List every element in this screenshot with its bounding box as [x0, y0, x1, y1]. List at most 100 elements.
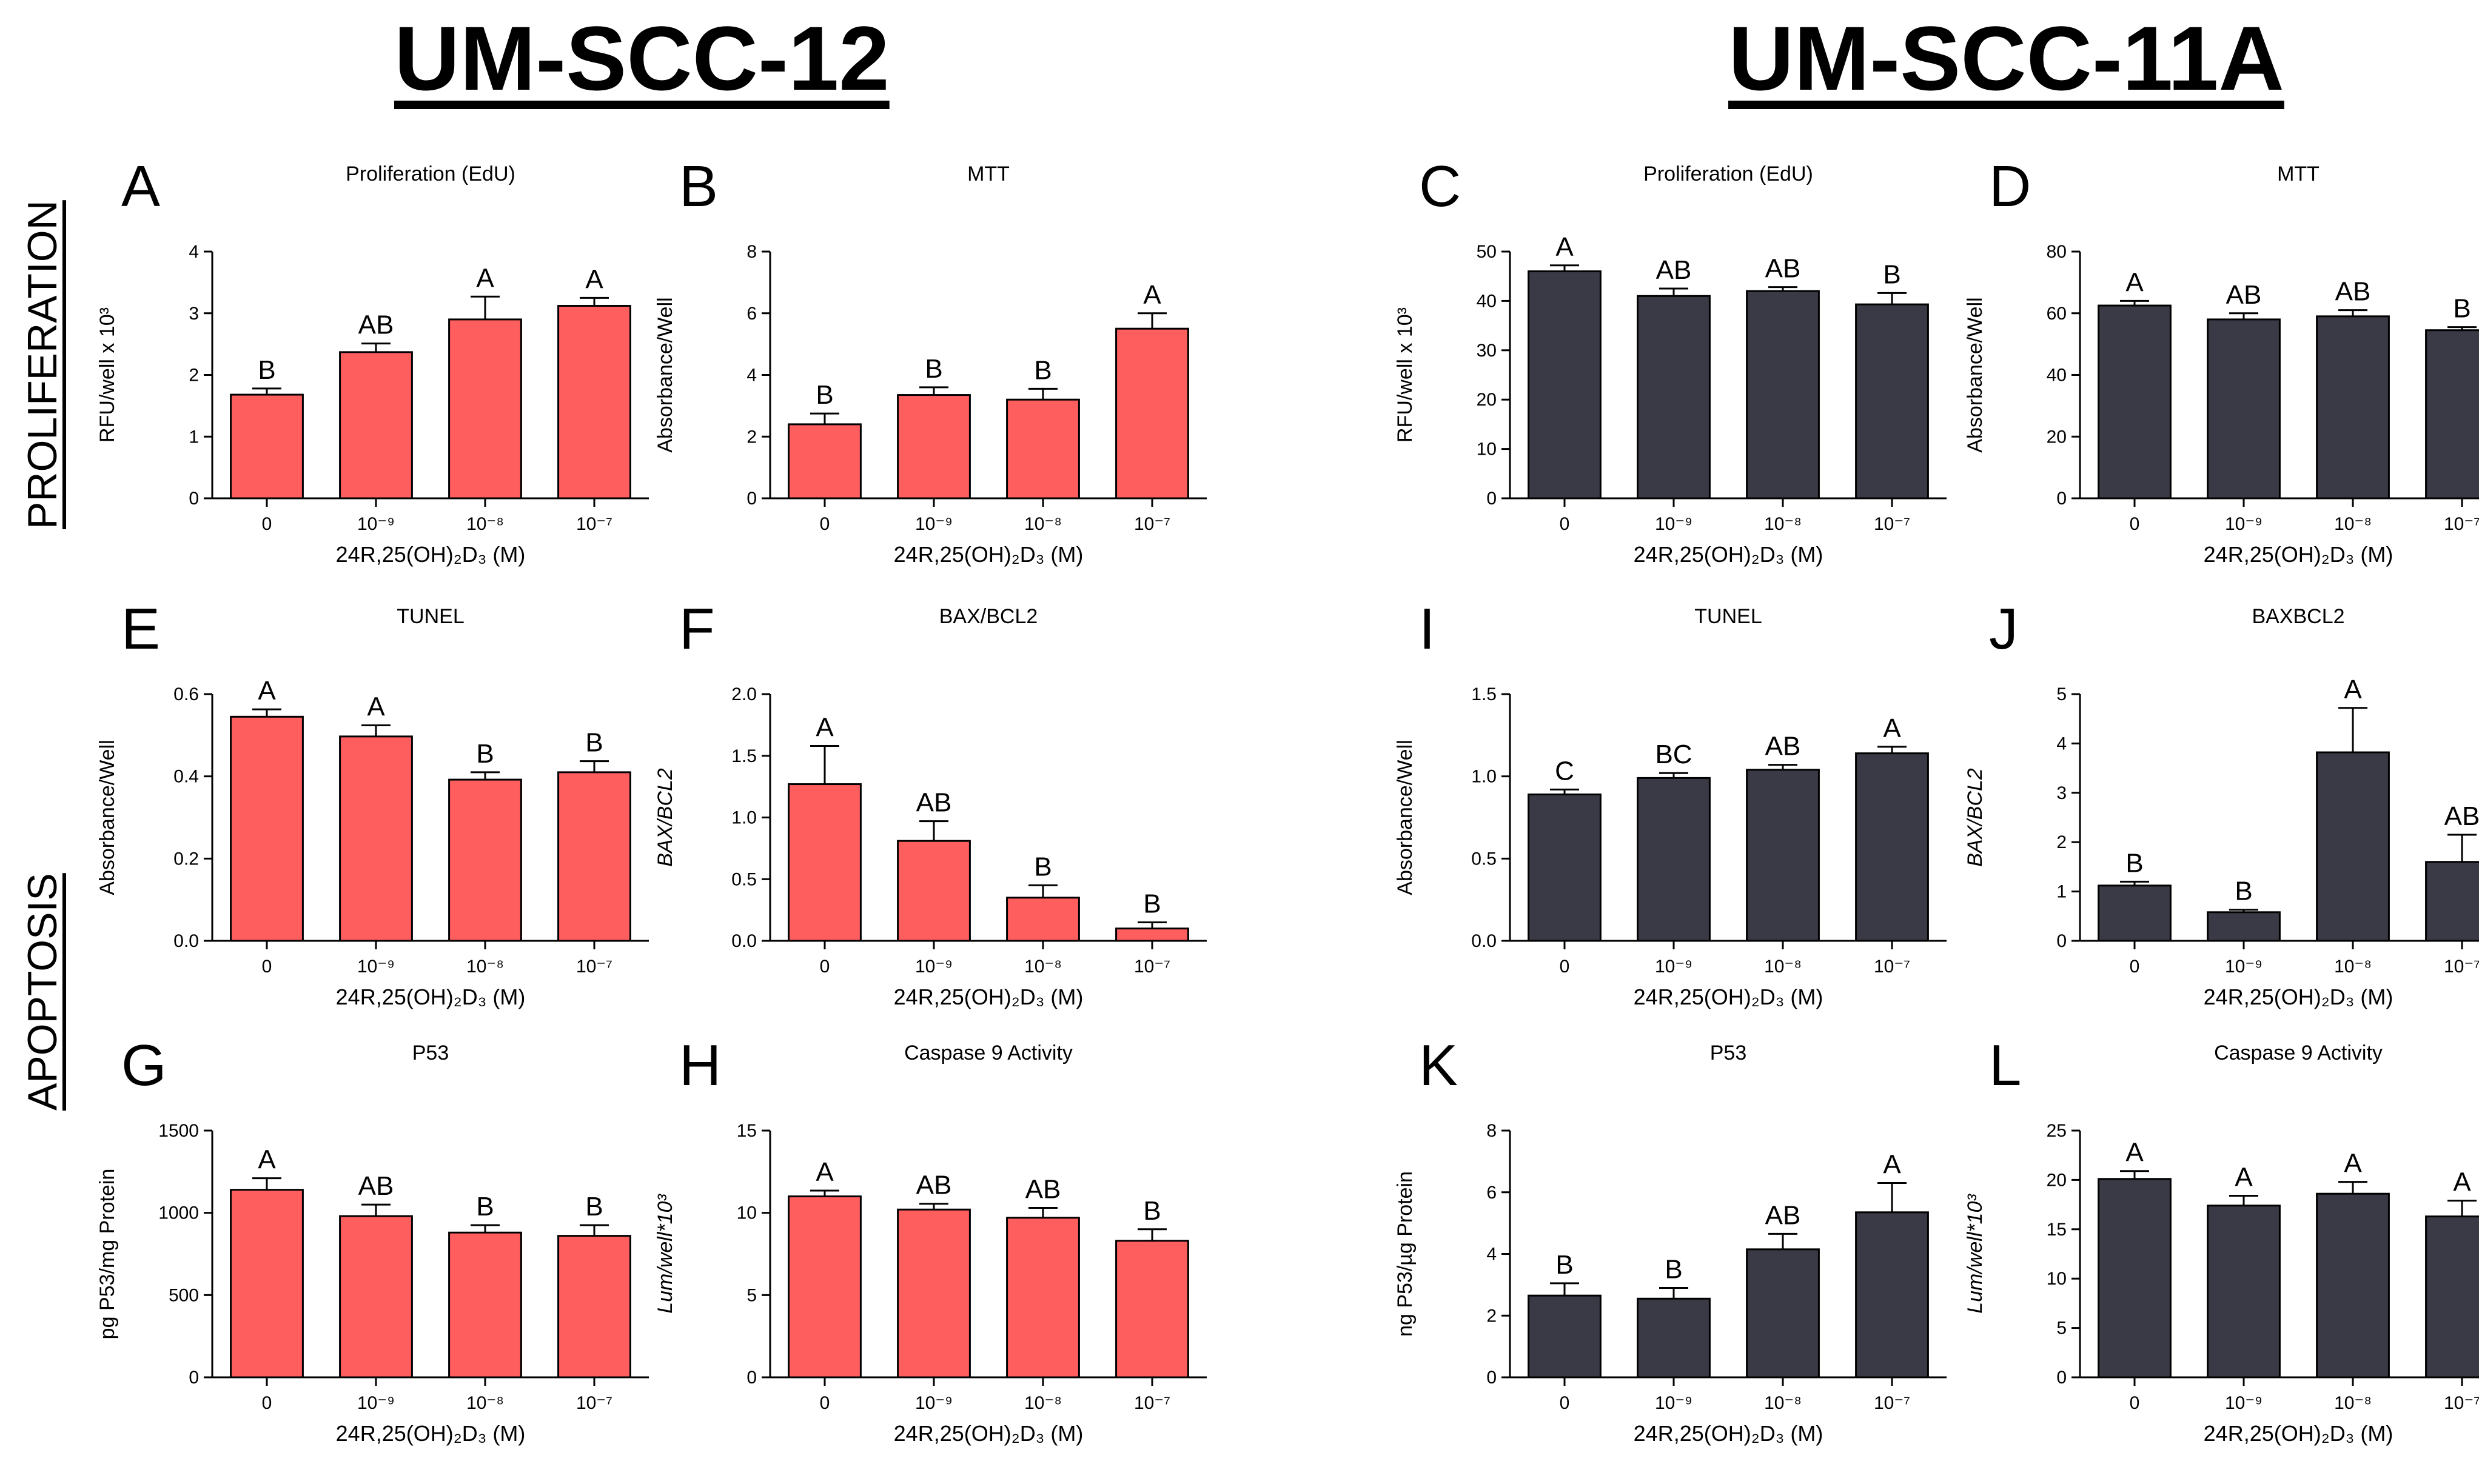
chart-svg-d: D MTT 0 20 40 60 80 Absorbance/Well A 0 AB 10⁻⁹ AB 10…	[1964, 154, 2479, 567]
significance-letter: A	[816, 712, 834, 742]
x-tick-label: 10⁻⁷	[576, 514, 612, 534]
chart-svg-f: F BAX/BCL2 0.0 0.5 1.0 1.5 2.0 BAX/BCL2 A 0 AB 10⁻⁹…	[654, 597, 1207, 1009]
bar-2	[339, 735, 413, 942]
bar-1	[1528, 794, 1602, 942]
x-tick-label: 10⁻⁹	[357, 957, 395, 977]
y-tick-label: 10	[737, 1203, 757, 1223]
x-tick-label: 10⁻⁸	[1024, 514, 1062, 534]
significance-letter: AB	[1656, 255, 1692, 285]
x-axis-label: 24R,25(OH)₂D₃ (M)	[336, 542, 526, 567]
x-tick-label: 0	[1560, 1393, 1570, 1413]
x-tick-label: 10⁻⁷	[1134, 1393, 1170, 1413]
bar-2	[1637, 295, 1711, 500]
y-tick-label: 5	[2056, 1319, 2067, 1339]
significance-letter: A	[1143, 280, 1161, 310]
bar-2	[897, 1208, 971, 1379]
x-tick-label: 10⁻⁸	[1764, 514, 1802, 534]
bar-4	[1115, 927, 1189, 942]
bar-3	[1006, 1217, 1080, 1379]
significance-letter: A	[816, 1157, 834, 1187]
x-tick-label: 10⁻⁹	[915, 957, 953, 977]
significance-letter: AB	[1765, 1200, 1801, 1230]
significance-letter: B	[1034, 852, 1052, 881]
bar-4	[1855, 752, 1929, 942]
bar-2	[1637, 1297, 1711, 1379]
panel-letter-l: L	[1989, 1033, 2021, 1098]
chart-panel-f: F BAX/BCL2 0.0 0.5 1.0 1.5 2.0 BAX/BCL2 A 0 AB 10⁻⁹…	[643, 582, 1225, 1024]
y-tick-label: 2	[2056, 832, 2067, 852]
bar-1	[788, 1195, 862, 1379]
chart-panel-e: E TUNEL 0.0 0.2 0.4 0.6 Absorbance/Well A 0 A 10⁻⁹…	[85, 582, 667, 1024]
y-tick-label: 0	[2056, 931, 2067, 951]
x-tick-label: 10⁻⁹	[1655, 1393, 1692, 1413]
chart-panel-i: I TUNEL 0.0 0.5 1.0 1.5 Absorbance/Well C 0 BC 10⁻…	[1383, 582, 1965, 1024]
x-tick-label: 10⁻⁷	[1874, 1393, 1910, 1413]
panel-letter-f: F	[679, 597, 715, 661]
panel-letter-c: C	[1419, 154, 1461, 219]
x-tick-label: 10⁻⁸	[1764, 957, 1802, 977]
chart-svg-g: G P53 0 500 1000 1500 pg P53/mg Protein A 0 AB 10⁻…	[96, 1033, 649, 1446]
y-tick-label: 20	[2047, 1170, 2067, 1190]
y-tick-label: 2.0	[731, 684, 757, 704]
panel-letter-b: B	[679, 154, 718, 219]
bar-4	[1855, 303, 1929, 500]
x-tick-label: 10⁻⁸	[1024, 957, 1062, 977]
significance-letter: AB	[1765, 732, 1801, 761]
chart-svg-i: I TUNEL 0.0 0.5 1.0 1.5 Absorbance/Well C 0 BC 10⁻…	[1394, 597, 1947, 1009]
panel-letter-i: I	[1419, 597, 1435, 661]
y-tick-label: 3	[189, 304, 199, 324]
y-tick-label: 0	[1486, 1368, 1497, 1388]
x-axis-label: 24R,25(OH)₂D₃ (M)	[2204, 542, 2393, 567]
panel-letter-h: H	[679, 1033, 721, 1098]
chart-title: MTT	[967, 162, 1010, 186]
y-tick-label: 1500	[158, 1121, 199, 1141]
bar-4	[1855, 1211, 1929, 1379]
chart-svg-b: B MTT 0 2 4 6 8 Absorbance/Well B 0 B 10⁻⁹ B 10⁻⁸ A 10⁻…	[654, 154, 1207, 567]
significance-letter: A	[585, 264, 603, 294]
bar-2	[339, 351, 413, 500]
chart-svg-c: C Proliferation (EdU) 0 10 20 30 40 50 RFU/well …	[1394, 154, 1947, 567]
significance-letter: AB	[916, 1171, 952, 1200]
chart-svg-a: A Proliferation (EdU) 0 1 2 3 4 RFU/well x 10³ B…	[96, 154, 649, 567]
bar-3	[448, 778, 522, 942]
significance-letter: B	[258, 355, 275, 385]
bar-2	[897, 840, 971, 942]
significance-letter: A	[258, 676, 276, 706]
bar-3	[2316, 315, 2390, 500]
significance-letter: B	[585, 728, 603, 758]
x-tick-label: 0	[2130, 1393, 2140, 1413]
section-apoptosis: APOPTOSIS	[19, 873, 65, 1111]
x-tick-label: 10⁻⁹	[357, 514, 395, 534]
y-tick-label: 1.0	[1471, 767, 1497, 787]
bar-1	[1528, 270, 1602, 500]
x-tick-label: 10⁻⁷	[1134, 514, 1170, 534]
y-tick-label: 0.5	[731, 869, 757, 889]
significance-letter: AB	[2226, 280, 2262, 310]
significance-letter: B	[1665, 1254, 1682, 1284]
y-tick-label: 0	[2056, 489, 2067, 509]
significance-letter: B	[2125, 848, 2143, 878]
significance-letter: A	[476, 263, 494, 293]
chart-title: P53	[1710, 1041, 1747, 1065]
bar-2	[2207, 1205, 2281, 1379]
x-tick-label: 10⁻⁸	[2334, 514, 2372, 534]
significance-letter: A	[2344, 675, 2362, 704]
significance-letter: AB	[2444, 801, 2479, 831]
x-tick-label: 10⁻⁷	[1874, 514, 1910, 534]
bar-3	[2316, 751, 2390, 942]
y-tick-label: 0	[746, 1368, 757, 1388]
significance-letter: B	[925, 354, 942, 384]
chart-svg-h: H Caspase 9 Activity 0 5 10 15 Lum/well*10³ A 0 A…	[654, 1033, 1207, 1446]
significance-letter: B	[1883, 259, 1900, 289]
y-tick-label: 1.5	[731, 746, 757, 766]
bar-4	[557, 1235, 631, 1379]
bar-4	[557, 305, 631, 500]
y-tick-label: 20	[1477, 390, 1497, 410]
significance-letter: B	[1555, 1250, 1573, 1280]
y-tick-label: 8	[746, 242, 757, 262]
significance-letter: A	[2235, 1162, 2253, 1192]
bar-2	[1637, 777, 1711, 942]
panel-letter-k: K	[1419, 1033, 1458, 1098]
y-tick-label: 1.5	[1471, 684, 1497, 704]
x-tick-label: 10⁻⁹	[1655, 514, 1692, 534]
